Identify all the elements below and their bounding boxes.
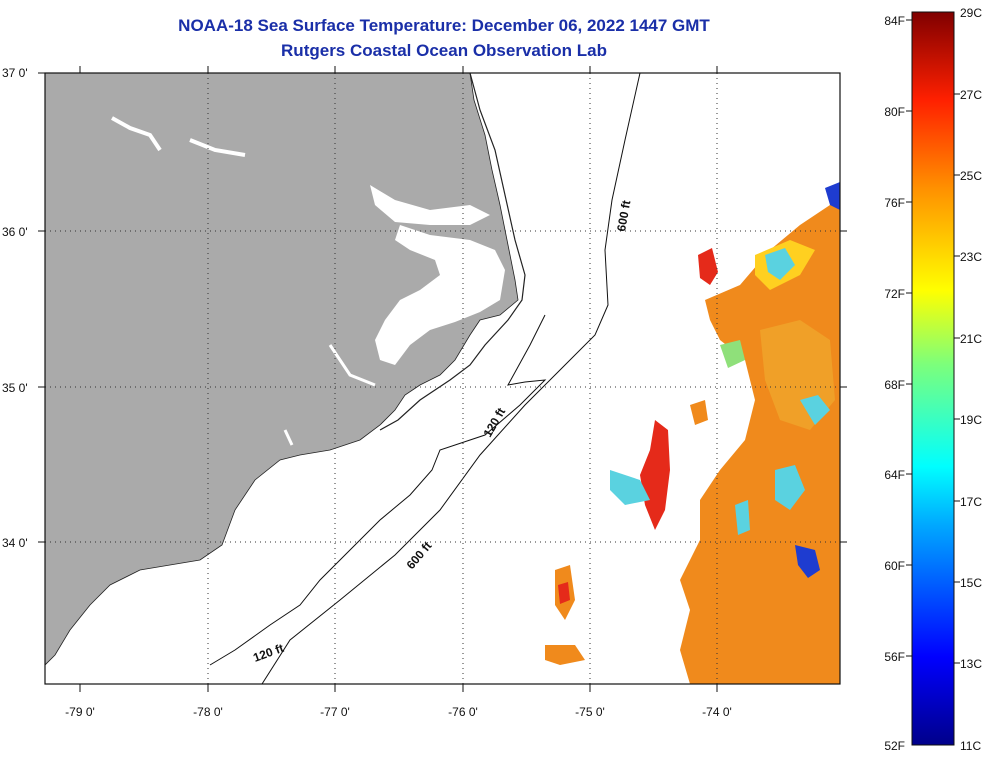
- contour-600ft: [261, 73, 641, 684]
- colorbar-f-label: 52F: [884, 739, 905, 753]
- axis-ticks: [38, 66, 847, 692]
- colorbar-f-label: 60F: [884, 559, 905, 573]
- grid-lines: [45, 73, 840, 684]
- colorbar-f-label: 64F: [884, 468, 905, 482]
- lon-label: -78 0': [193, 705, 223, 719]
- colorbar-f-label: 80F: [884, 105, 905, 119]
- lon-label: -74 0': [702, 705, 732, 719]
- lon-label: -79 0': [65, 705, 95, 719]
- lon-label: -77 0': [320, 705, 350, 719]
- colorbar-f-label: 56F: [884, 650, 905, 664]
- colorbar-f-label: 76F: [884, 196, 905, 210]
- colorbar-f-label: 68F: [884, 378, 905, 392]
- colorbar-c-label: 11C: [960, 739, 981, 753]
- colorbar-f-label: 72F: [884, 287, 905, 301]
- contour-120ft: [209, 314, 547, 666]
- river-1: [111, 116, 246, 157]
- colorbar: [911, 11, 955, 746]
- colorbar-c-label: 19C: [960, 413, 982, 427]
- colorbar-c-label: 17C: [960, 495, 982, 509]
- lat-label: 37 0': [2, 66, 28, 80]
- lat-label: 36 0': [2, 225, 28, 239]
- lat-label: 34 0': [2, 536, 28, 550]
- outer-banks: [379, 73, 526, 431]
- river-2: [283, 344, 376, 446]
- colorbar-c-label: 21C: [960, 332, 982, 346]
- map-subtitle: Rutgers Coastal Ocean Observation Lab: [281, 41, 607, 60]
- colorbar-c-label: 27C: [960, 88, 982, 102]
- colorbar-c-label: 25C: [960, 169, 982, 183]
- colorbar-c-label: 15C: [960, 576, 982, 590]
- pamlico-sound: [375, 225, 505, 365]
- colorbar-c-label: 13C: [960, 657, 982, 671]
- lat-label: 35 0': [2, 381, 28, 395]
- map-frame: [44, 72, 841, 685]
- colorbar-ticks: [906, 19, 960, 664]
- map-title: NOAA-18 Sea Surface Temperature: Decembe…: [178, 16, 710, 35]
- albemarle-sound: [370, 185, 490, 225]
- sst-data: [545, 182, 840, 684]
- contour-label-600-north: 600 ft: [614, 199, 633, 232]
- colorbar-f-label: 84F: [884, 14, 905, 28]
- colorbar-c-label: 23C: [960, 250, 982, 264]
- colorbar-c-label: 29C: [960, 6, 982, 20]
- lon-label: -76 0': [448, 705, 478, 719]
- lon-label: -75 0': [575, 705, 605, 719]
